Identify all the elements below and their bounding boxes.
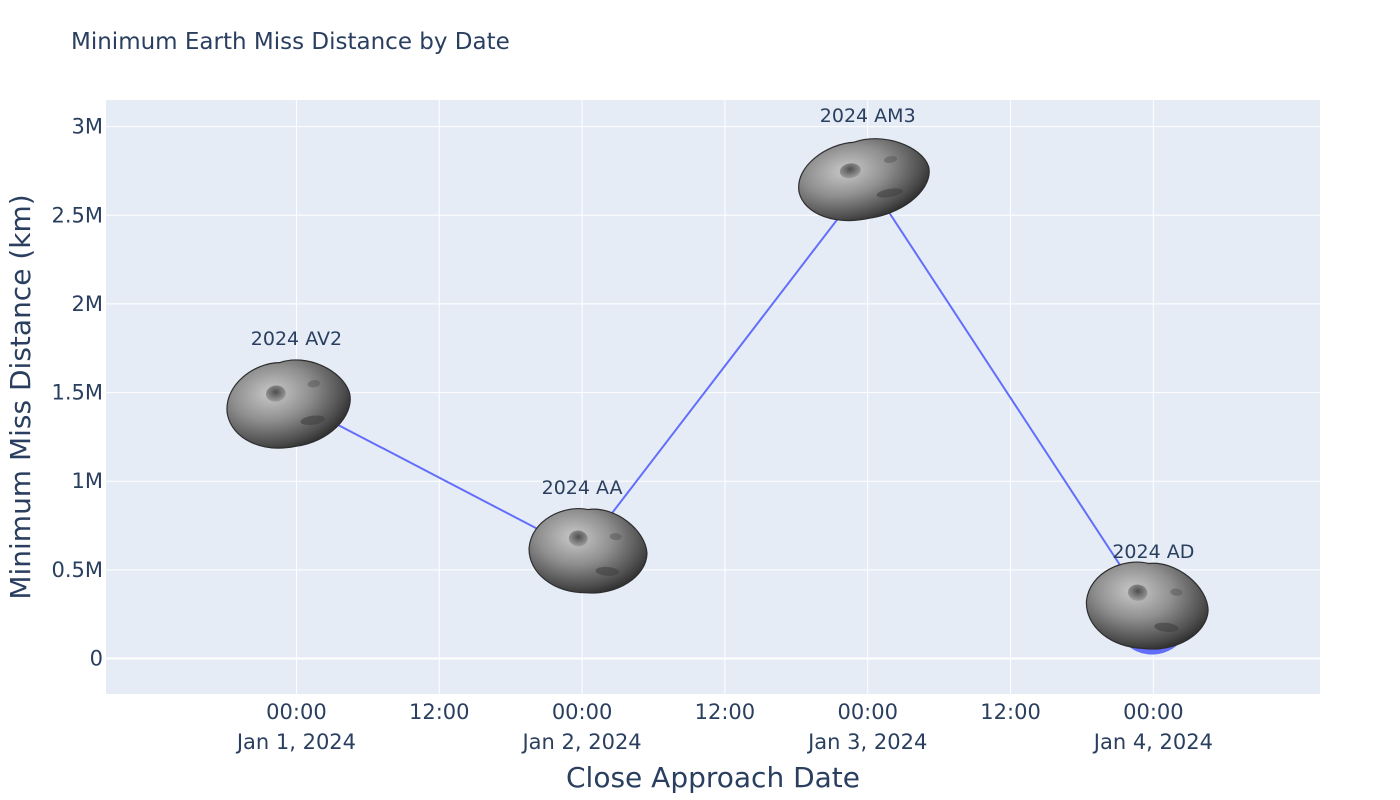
- y-tick-label: 2.5M: [51, 203, 103, 227]
- crater: [595, 566, 620, 576]
- series-polyline: [295, 178, 1155, 617]
- x-tick-label: 00:00: [266, 700, 327, 724]
- asteroid-markers: [226, 138, 1209, 655]
- crater: [839, 163, 861, 179]
- y-axis-title: Minimum Miss Distance (km): [4, 194, 37, 599]
- crater: [876, 188, 903, 198]
- y-tick-labels: 0 0.5M 1M 1.5M 2M 2.5M 3M: [51, 115, 103, 671]
- point-label: 2024 AD: [1112, 541, 1194, 563]
- point-labels: 2024 AV2 2024 AA 2024 AM3 2024 AD: [251, 105, 1195, 563]
- y-tick-label: 2M: [72, 292, 103, 316]
- x-tick-label: 00:00: [837, 700, 898, 724]
- x-tick-label: 12:00: [409, 700, 470, 724]
- point-label: 2024 AV2: [251, 328, 342, 350]
- x-tick-labels: 00:00 Jan 1, 2024 12:00 00:00 Jan 2, 2024 12:…: [235, 700, 1213, 754]
- x-tick-label: 12:00: [980, 700, 1041, 724]
- x-tick-label: 00:00: [1123, 700, 1184, 724]
- x-tick-date: Jan 4, 2024: [1092, 730, 1213, 754]
- x-tick-label: 12:00: [695, 700, 756, 724]
- y-tick-label: 1.5M: [51, 381, 103, 405]
- crater: [1127, 584, 1148, 601]
- x-tick-label: 00:00: [552, 700, 613, 724]
- x-tick-date: Jan 3, 2024: [806, 730, 927, 754]
- crater: [609, 533, 622, 541]
- asteroid-marker: [528, 508, 648, 594]
- point-label: 2024 AM3: [820, 105, 916, 127]
- x-tick-date: Jan 2, 2024: [520, 730, 641, 754]
- y-tick-label: 0.5M: [51, 558, 103, 582]
- crater: [300, 415, 326, 426]
- x-axis-title: Close Approach Date: [566, 761, 860, 794]
- y-tick-label: 3M: [72, 115, 103, 139]
- x-tick-date: Jan 1, 2024: [235, 730, 356, 754]
- crater: [568, 530, 588, 547]
- series-line: [295, 178, 1155, 617]
- y-tick-label: 0: [90, 647, 103, 671]
- asteroid-marker: [226, 359, 351, 449]
- asteroid-marker: [1085, 561, 1209, 655]
- crater: [883, 156, 898, 163]
- chart-title: Minimum Earth Miss Distance by Date: [71, 29, 510, 55]
- crater: [1154, 622, 1179, 633]
- crater: [1170, 588, 1183, 596]
- crater: [265, 385, 286, 402]
- point-label: 2024 AA: [542, 477, 623, 499]
- y-tick-label: 1M: [72, 469, 103, 493]
- asteroid-marker: [798, 138, 930, 222]
- crater: [307, 380, 321, 388]
